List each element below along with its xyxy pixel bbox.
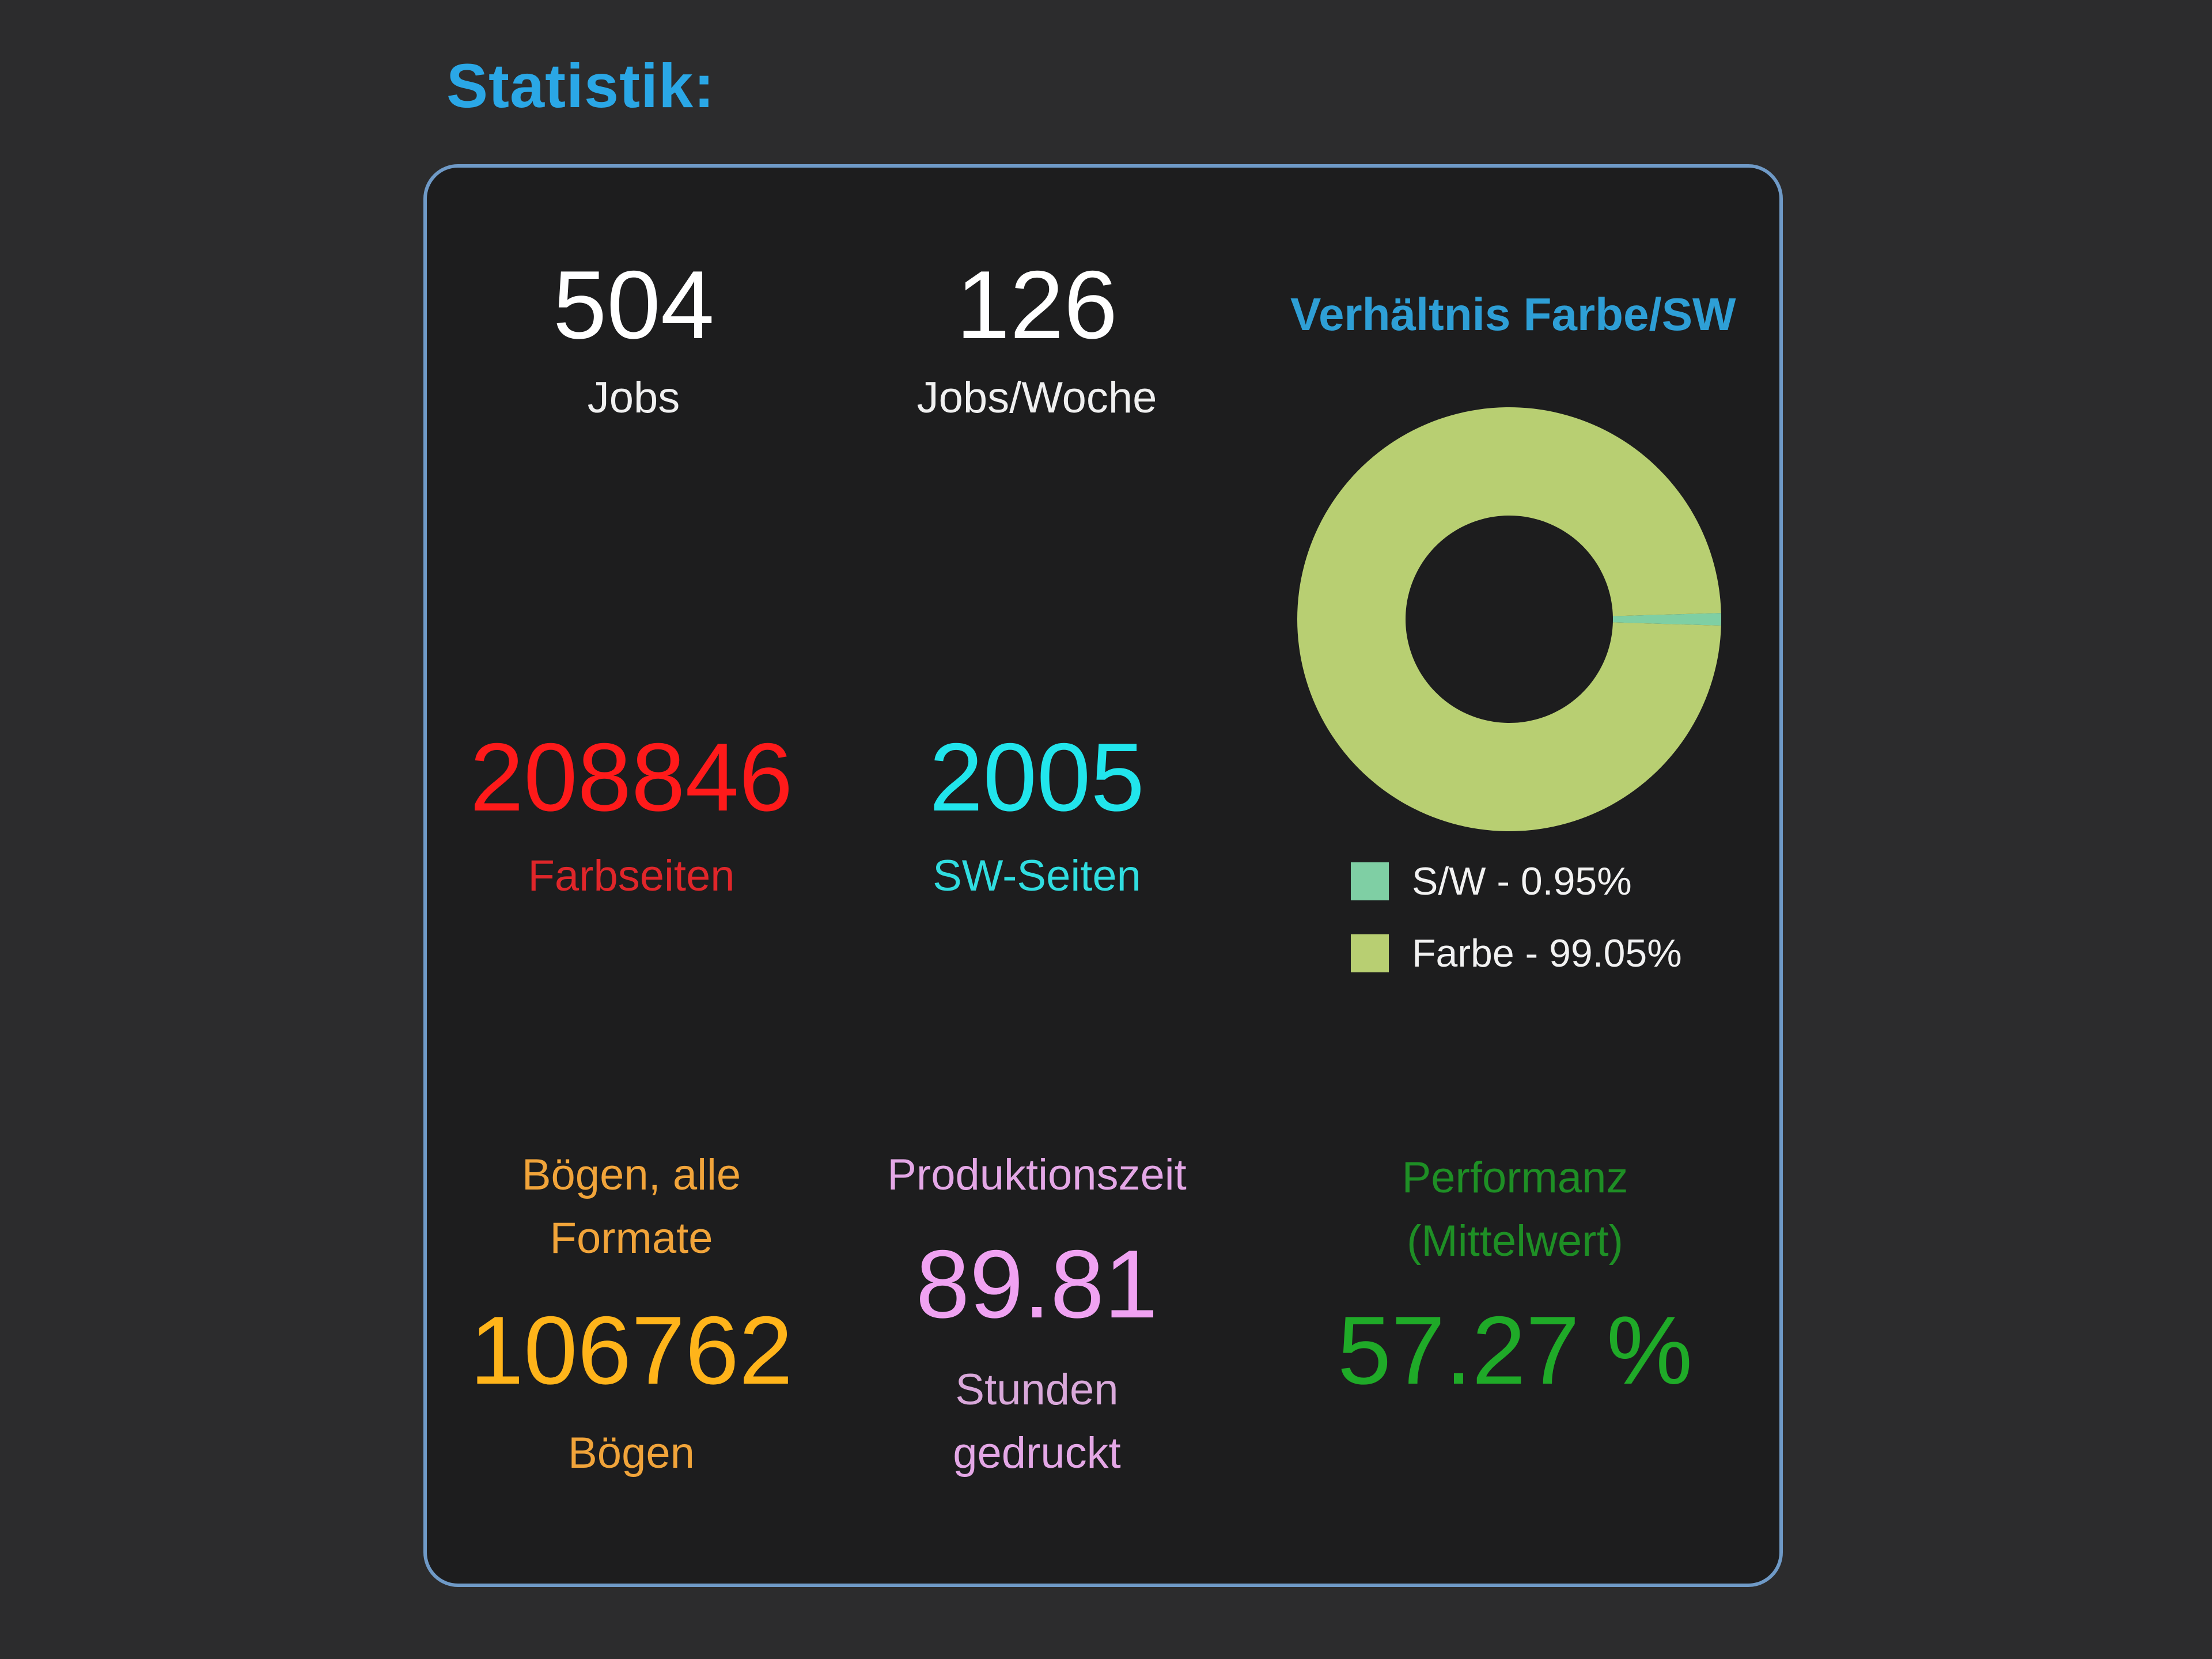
jobs-per-week-label: Jobs/Woche (916, 373, 1157, 422)
production-time-title: Produktionszeit (887, 1150, 1187, 1199)
legend-label-color: Farbe - 99.05% (1412, 931, 1682, 975)
legend-swatch-color (1351, 934, 1389, 972)
stat-jobs-per-week: 126 Jobs/Woche (864, 256, 1210, 420)
jobs-per-week-value: 126 (956, 251, 1118, 359)
section-title: Statistik: (446, 51, 715, 120)
sheets-unit: Bögen (568, 1429, 695, 1478)
jobs-value: 504 (552, 251, 715, 359)
stat-bw-pages: 2005 SW-Seiten (864, 729, 1210, 898)
performance-title-line2: (Mittelwert) (1407, 1217, 1623, 1266)
donut-slice-s-w (1612, 613, 1721, 626)
bw-pages-label: SW-Seiten (933, 851, 1141, 900)
legend-swatch-bw (1351, 862, 1389, 900)
stat-performance: Performanz (Mittelwert) 57.27 % (1313, 1146, 1717, 1399)
production-time-value: 89.81 (915, 1230, 1158, 1339)
sheets-value: 106762 (469, 1296, 793, 1405)
color-pages-value: 208846 (469, 723, 793, 831)
bw-pages-value: 2005 (929, 723, 1145, 831)
chart-legend: S/W - 0.95% Farbe - 99.05% (1351, 859, 1682, 1005)
stat-sheets: Bögen, alle Formate 106762 Bögen (430, 1143, 833, 1486)
stat-color-pages: 208846 Farbseiten (430, 729, 833, 898)
ratio-donut-chart (1297, 407, 1721, 831)
stat-jobs: 504 Jobs (518, 256, 749, 420)
donut-slice-farbe (1297, 407, 1721, 831)
performance-title-line1: Performanz (1402, 1153, 1628, 1202)
chart-title: Verhältnis Farbe/SW (1290, 289, 1736, 340)
production-time-unit-line1: Stunden (955, 1365, 1119, 1415)
statistics-panel (423, 164, 1783, 1587)
legend-item-bw: S/W - 0.95% (1351, 859, 1682, 903)
legend-item-color: Farbe - 99.05% (1351, 931, 1682, 975)
jobs-label: Jobs (587, 373, 680, 422)
legend-label-bw: S/W - 0.95% (1412, 859, 1632, 903)
sheets-title-line1: Bögen, alle (521, 1150, 741, 1199)
stat-production-time: Produktionszeit 89.81 Stunden gedruckt (835, 1143, 1238, 1486)
color-pages-label: Farbseiten (528, 851, 735, 900)
sheets-title-line2: Formate (550, 1214, 713, 1263)
performance-value: 57.27 % (1337, 1296, 1693, 1405)
production-time-unit-line2: gedruckt (953, 1429, 1121, 1478)
